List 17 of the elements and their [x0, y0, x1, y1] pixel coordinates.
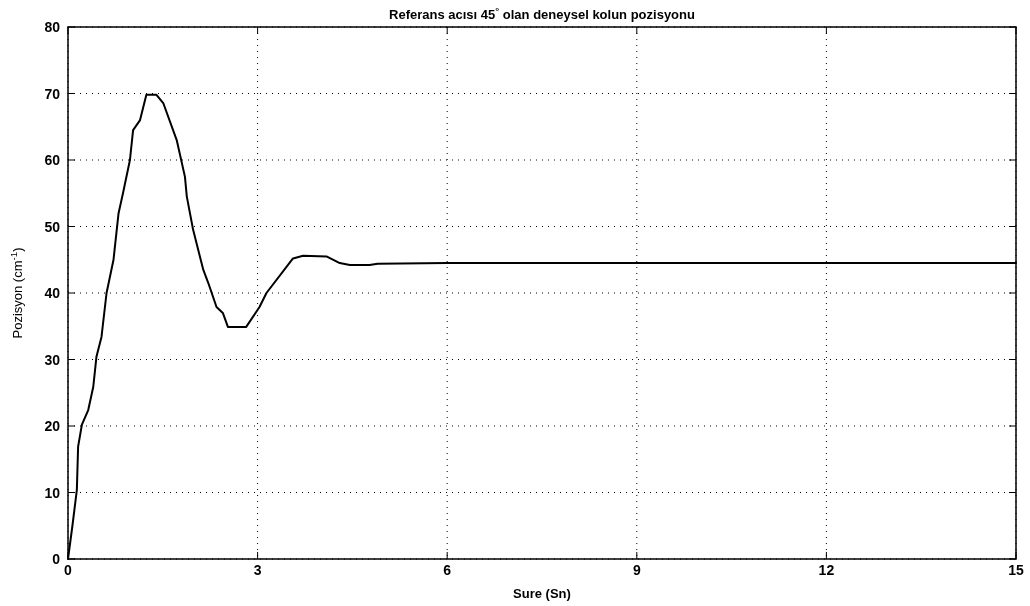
x-tick-label: 12: [818, 562, 835, 578]
x-tick-label: 9: [632, 562, 641, 578]
y-tick-label: 40: [44, 285, 61, 301]
y-tick-label: 50: [44, 218, 61, 235]
chart-title: Referans acısı 45$^{°}$ olan deneysel kolun pozisyonu: [389, 4, 695, 22]
x-tick-label: 0: [64, 562, 73, 578]
x-tick-label: 15: [1008, 562, 1024, 578]
x-tick-label: 6: [443, 562, 452, 578]
x-tick-label: 3: [253, 562, 262, 578]
y-tick-label: 60: [44, 152, 61, 168]
y-tick-label: 30: [44, 351, 61, 368]
y-tick-label: 80: [44, 19, 61, 35]
y-tick-label: 20: [44, 418, 61, 434]
x-axis-title: Sure (Sn): [513, 586, 571, 601]
y-tick-label: 70: [44, 85, 61, 102]
y-tick-label: 10: [44, 484, 61, 501]
y-tick-label: 0: [52, 551, 61, 567]
